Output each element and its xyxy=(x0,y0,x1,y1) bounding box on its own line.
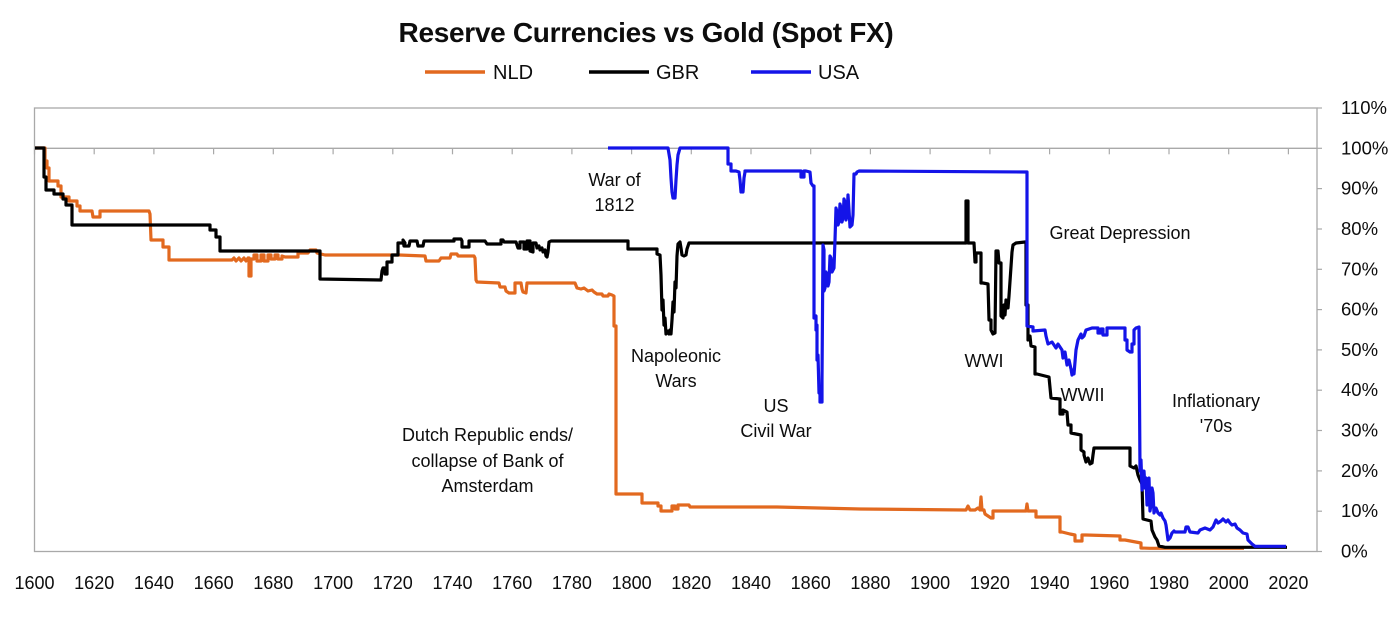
svg-text:Great Depression: Great Depression xyxy=(1049,223,1190,243)
svg-text:90%: 90% xyxy=(1341,178,1378,199)
svg-text:collapse of Bank of: collapse of Bank of xyxy=(411,451,564,471)
svg-text:110%: 110% xyxy=(1341,97,1387,118)
svg-text:1880: 1880 xyxy=(850,573,890,593)
svg-text:1700: 1700 xyxy=(313,573,353,593)
svg-text:80%: 80% xyxy=(1341,218,1378,239)
svg-text:Napoleonic: Napoleonic xyxy=(631,346,721,366)
svg-text:2020: 2020 xyxy=(1268,573,1308,593)
svg-text:WWI: WWI xyxy=(965,351,1004,371)
svg-text:NLD: NLD xyxy=(493,62,533,84)
svg-text:10%: 10% xyxy=(1341,500,1378,521)
svg-text:1940: 1940 xyxy=(1030,573,1070,593)
svg-text:0%: 0% xyxy=(1341,541,1368,562)
svg-text:Reserve Currencies vs Gold (Sp: Reserve Currencies vs Gold (Spot FX) xyxy=(399,17,894,48)
svg-text:1800: 1800 xyxy=(612,573,652,593)
svg-text:1760: 1760 xyxy=(492,573,532,593)
svg-text:40%: 40% xyxy=(1341,379,1378,400)
svg-text:Civil War: Civil War xyxy=(740,421,811,441)
svg-text:Inflationary: Inflationary xyxy=(1172,391,1260,411)
svg-text:50%: 50% xyxy=(1341,339,1378,360)
svg-text:1740: 1740 xyxy=(432,573,472,593)
svg-text:30%: 30% xyxy=(1341,420,1378,441)
svg-text:1860: 1860 xyxy=(791,573,831,593)
svg-text:1900: 1900 xyxy=(910,573,950,593)
svg-text:1660: 1660 xyxy=(194,573,234,593)
svg-text:USA: USA xyxy=(818,62,860,84)
svg-text:1920: 1920 xyxy=(970,573,1010,593)
svg-text:1620: 1620 xyxy=(74,573,114,593)
svg-text:Wars: Wars xyxy=(655,371,696,391)
svg-text:1640: 1640 xyxy=(134,573,174,593)
svg-text:1780: 1780 xyxy=(552,573,592,593)
svg-text:Dutch Republic ends/: Dutch Republic ends/ xyxy=(402,425,573,445)
svg-text:100%: 100% xyxy=(1341,137,1388,158)
svg-text:War of: War of xyxy=(588,170,641,190)
svg-text:70%: 70% xyxy=(1341,258,1378,279)
svg-text:20%: 20% xyxy=(1341,460,1378,481)
svg-text:'70s: '70s xyxy=(1200,416,1232,436)
svg-text:1680: 1680 xyxy=(253,573,293,593)
svg-text:1600: 1600 xyxy=(14,573,54,593)
svg-text:1840: 1840 xyxy=(731,573,771,593)
svg-text:WWII: WWII xyxy=(1061,385,1105,405)
svg-text:2000: 2000 xyxy=(1209,573,1249,593)
svg-text:1980: 1980 xyxy=(1149,573,1189,593)
svg-text:1812: 1812 xyxy=(594,195,634,215)
svg-text:1820: 1820 xyxy=(671,573,711,593)
svg-text:1720: 1720 xyxy=(373,573,413,593)
svg-text:1960: 1960 xyxy=(1089,573,1129,593)
svg-text:60%: 60% xyxy=(1341,299,1378,320)
svg-text:GBR: GBR xyxy=(656,62,699,84)
svg-text:US: US xyxy=(763,396,788,416)
svg-text:Amsterdam: Amsterdam xyxy=(441,476,533,496)
